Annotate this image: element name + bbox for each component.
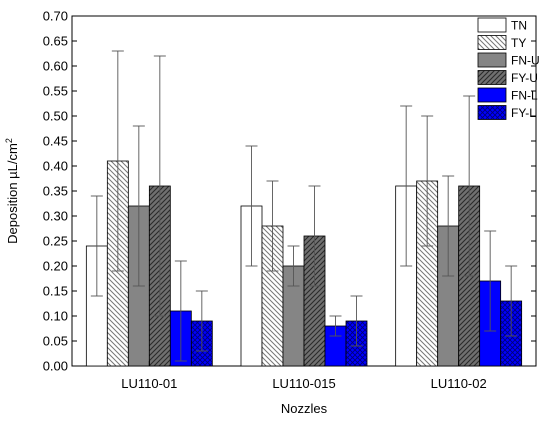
y-tick-label: 0.20 xyxy=(43,259,68,274)
y-tick-label: 0.00 xyxy=(43,359,68,374)
x-axis: LU110-01 LU110-015 LU110-02 xyxy=(121,361,487,391)
y-axis-title: Deposition µL/cm2 xyxy=(4,138,20,244)
y-tick-label: 0.10 xyxy=(43,309,68,324)
y-tick-label: 0.40 xyxy=(43,159,68,174)
y-tick-label: 0.70 xyxy=(43,9,68,24)
y-tick-label: 0.25 xyxy=(43,234,68,249)
y-tick-label: 0.60 xyxy=(43,59,68,74)
y-tick-label: 0.50 xyxy=(43,109,68,124)
y-tick-label: 0.45 xyxy=(43,134,68,149)
legend-swatch xyxy=(477,52,507,68)
y-axis: 0.00 0.05 0.10 0.15 0.20 0.25 0.30 0.35 0.40 0.45… xyxy=(43,9,536,374)
legend-swatch xyxy=(477,105,507,120)
x-axis-title: Nozzles xyxy=(281,401,328,416)
bars-layer xyxy=(85,160,523,367)
legend-swatch xyxy=(477,70,507,85)
y-tick-label: 0.05 xyxy=(43,334,68,349)
y-axis-title-superscript: 2 xyxy=(4,138,14,143)
legend-label: TN xyxy=(511,19,527,33)
y-tick-label: 0.65 xyxy=(43,34,68,49)
legend-swatch xyxy=(477,35,507,50)
x-category-label: LU110-01 xyxy=(121,376,177,391)
x-category-label: LU110-02 xyxy=(431,376,487,391)
error-bars-layer xyxy=(90,50,518,362)
legend-label: FN-U xyxy=(511,54,540,68)
legend-swatch xyxy=(477,17,507,33)
legend-label: FY-L xyxy=(511,106,536,120)
y-tick-label: 0.15 xyxy=(43,284,68,299)
legend-label: TY xyxy=(511,36,526,50)
y-tick-label: 0.55 xyxy=(43,84,68,99)
y-tick-label: 0.30 xyxy=(43,209,68,224)
y-tick-label: 0.35 xyxy=(43,184,68,199)
y-axis-title-text: Deposition µL/cm xyxy=(5,143,20,244)
legend-label: FY-U xyxy=(511,71,538,85)
legend: TN TY FN-U FY-U FN-L FY-L xyxy=(477,17,540,120)
x-category-label: LU110-015 xyxy=(272,376,335,391)
legend-swatch xyxy=(477,87,507,103)
legend-label: FN-L xyxy=(511,89,538,103)
